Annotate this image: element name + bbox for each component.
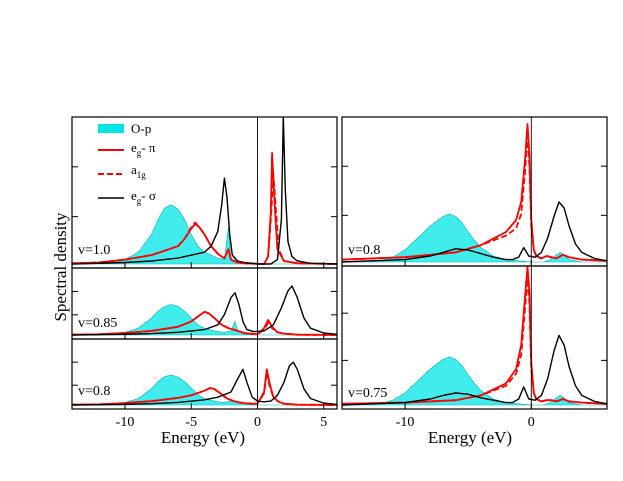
panel-3: v=0.8 -10 -5 0 5 xyxy=(71,338,338,430)
legend-item-eg-sigma: eg- σ xyxy=(98,188,156,206)
x-tick-label: -10 xyxy=(116,415,135,430)
series-a1g-line xyxy=(72,174,337,265)
panel-label: v=1.0 xyxy=(78,243,110,258)
legend-eg-pi-sub: g xyxy=(137,148,142,158)
x-axis-label-right: Energy (eV) xyxy=(428,428,512,447)
panel-3-plot xyxy=(72,361,337,406)
panel-2: v=0.85 xyxy=(71,267,338,340)
legend-item-eg-pi: eg- π xyxy=(98,140,156,158)
panel-frame xyxy=(71,116,338,269)
panel-1-plot xyxy=(72,117,337,265)
legend-label-a1g: a1g xyxy=(131,162,146,180)
legend-swatch-o-p xyxy=(98,124,124,133)
legend-label-eg-pi: eg- π xyxy=(131,140,156,158)
legend-eg-sigma-tail: - σ xyxy=(141,188,156,203)
series-eg-sigma-line xyxy=(72,117,337,265)
x-tick-label: 5 xyxy=(320,415,327,430)
series-o-p-area xyxy=(342,356,607,406)
series-eg-sigma-line xyxy=(72,285,337,336)
panel-label: v=0.85 xyxy=(78,316,117,331)
panel-label: v=0.75 xyxy=(348,386,387,401)
series-eg-sigma-line xyxy=(342,334,607,406)
legend-eg-sigma-main: e xyxy=(131,188,137,203)
x-tick-label: -10 xyxy=(396,415,415,430)
legend-eg-pi-tail: - π xyxy=(141,140,156,155)
x-tick-label: 0 xyxy=(254,415,261,430)
panel-5-plot xyxy=(342,266,607,406)
panel-5: v=0.75 -10 0 xyxy=(341,265,608,430)
series-a1g-line xyxy=(72,311,337,336)
panel-1: v=1.0 xyxy=(71,116,338,269)
x-tick-label: 0 xyxy=(528,415,535,430)
panels: v=1.0 v=0.85 v=0.8 -10 -5 0 5 v=0.8 v=0.75 -10 0 xyxy=(71,116,608,430)
legend-a1g-sub: 1g xyxy=(137,170,147,180)
panel-label: v=0.8 xyxy=(78,384,110,399)
panel-2-plot xyxy=(72,285,337,336)
legend-item-a1g: a1g xyxy=(98,162,146,180)
legend-label-eg-sigma: eg- σ xyxy=(131,188,156,206)
series-eg-pi-line xyxy=(72,152,337,265)
panel-frame xyxy=(71,338,338,410)
x-tick-label: -5 xyxy=(185,415,197,430)
x-axis-label-left: Energy (eV) xyxy=(161,428,245,447)
legend-item-o-p: O-p xyxy=(98,121,151,136)
panel-label: v=0.8 xyxy=(348,243,380,258)
panel-4: v=0.8 xyxy=(341,116,608,267)
series-a1g-line xyxy=(342,278,607,405)
panel-4-plot xyxy=(342,123,607,263)
series-a1g-line xyxy=(72,371,337,406)
series-eg-sigma-line xyxy=(342,201,607,263)
y-axis-label: Spectral density xyxy=(51,212,70,322)
legend-eg-pi-main: e xyxy=(131,140,137,155)
legend-label-o-p: O-p xyxy=(131,121,151,136)
legend-eg-sigma-sub: g xyxy=(137,196,142,206)
legend-a1g-main: a xyxy=(131,162,137,177)
legend: O-p eg- π a1g eg- σ xyxy=(98,121,156,206)
panel-frame xyxy=(341,265,608,410)
